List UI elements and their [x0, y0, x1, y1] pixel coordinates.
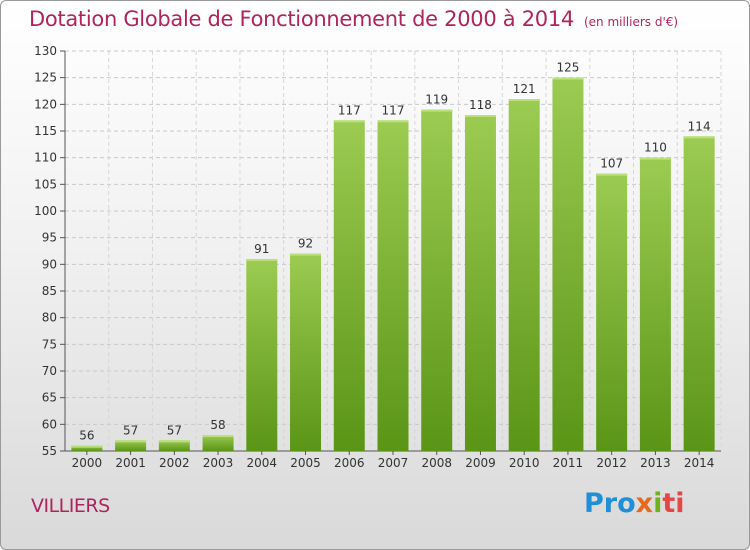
commune-name: VILLIERS	[31, 495, 110, 517]
x-tick-label: 2002	[159, 456, 190, 470]
x-tick-label: 2013	[640, 456, 671, 470]
y-tick-label: 130	[34, 44, 57, 58]
data-label: 58	[210, 418, 225, 432]
y-tick-label: 115	[34, 124, 57, 138]
bar-highlight	[246, 259, 278, 261]
x-tick-label: 2014	[684, 456, 715, 470]
data-label: 119	[425, 93, 448, 107]
x-tick-label: 2006	[334, 456, 365, 470]
data-label: 110	[644, 141, 667, 155]
x-tick-label: 2008	[421, 456, 452, 470]
bar-highlight	[683, 136, 715, 139]
y-tick-label: 65	[42, 391, 57, 405]
chart-title-text: Dotation Globale de Fonctionnement de 20…	[29, 7, 574, 31]
data-label: 56	[79, 429, 94, 443]
bars	[71, 77, 715, 452]
x-tick-label: 2004	[247, 456, 278, 470]
data-label: 57	[167, 423, 182, 437]
x-tick-label: 2012	[596, 456, 627, 470]
bar-highlight	[71, 445, 103, 448]
bar	[464, 115, 496, 451]
bar	[596, 173, 628, 451]
bar	[683, 136, 715, 452]
proxiti-logo: Proxiti	[584, 488, 685, 519]
y-tick-label: 80	[42, 311, 57, 325]
bar-highlight	[333, 120, 365, 123]
logo-part-3: i	[653, 488, 663, 519]
bar-highlight	[508, 99, 540, 101]
x-tick-label: 2005	[290, 456, 321, 470]
bar	[71, 445, 103, 451]
bar	[290, 253, 322, 451]
bar	[639, 157, 671, 451]
data-label: 92	[298, 237, 313, 251]
y-tick-label: 100	[34, 204, 57, 218]
y-tick-label: 95	[42, 231, 57, 245]
chart-subtitle: (en milliers d'€)	[583, 15, 679, 29]
bar-highlight	[115, 440, 147, 443]
data-label: 117	[338, 103, 361, 117]
bar-highlight	[421, 109, 453, 112]
y-tick-label: 120	[34, 97, 57, 111]
x-tick-label: 2011	[553, 456, 584, 470]
x-tick-label: 2009	[465, 456, 496, 470]
bar	[246, 259, 278, 451]
logo-part-2: x	[635, 488, 654, 519]
chart-title: Dotation Globale de Fonctionnement de 20…	[29, 7, 678, 31]
data-label: 91	[254, 242, 269, 256]
bar	[377, 120, 409, 451]
bar-highlight	[464, 115, 496, 117]
y-tick-label: 85	[42, 284, 57, 298]
bar	[115, 440, 147, 451]
data-label: 121	[513, 82, 536, 96]
y-tick-label: 60	[42, 417, 57, 431]
data-label: 57	[123, 423, 138, 437]
y-tick-label: 55	[42, 444, 57, 458]
bar	[552, 77, 584, 452]
y-tick-label: 70	[42, 364, 57, 378]
bar-highlight	[377, 120, 409, 123]
bar-highlight	[290, 253, 322, 256]
bar-highlight	[202, 435, 234, 437]
x-tick-label: 2010	[509, 456, 540, 470]
data-label: 118	[469, 98, 492, 112]
labels: 56 2000 57 2001 57 2002 58 2003 91 2004 92 2005 117 2…	[72, 61, 715, 470]
x-tick-label: 2001	[115, 456, 146, 470]
bar-highlight	[552, 77, 584, 80]
y-tick-label: 110	[34, 151, 57, 165]
y-tick-label: 125	[34, 71, 57, 85]
bar	[421, 109, 453, 452]
logo-part-4: ti	[662, 488, 685, 519]
data-label: 125	[556, 61, 579, 75]
y-tick-label: 105	[34, 177, 57, 191]
bar	[158, 440, 190, 451]
x-tick-label: 2000	[72, 456, 103, 470]
bar-highlight	[639, 157, 671, 160]
logo-part-1: Pro	[584, 488, 636, 519]
bar-highlight	[596, 173, 628, 176]
y-tick-label: 75	[42, 337, 57, 351]
bar	[508, 99, 540, 451]
data-label: 117	[382, 103, 405, 117]
x-tick-label: 2003	[203, 456, 234, 470]
bar-highlight	[158, 440, 190, 443]
data-label: 114	[688, 119, 711, 133]
y-tick-label: 90	[42, 257, 57, 271]
data-label: 107	[600, 157, 623, 171]
bar	[202, 435, 234, 451]
x-tick-label: 2007	[378, 456, 409, 470]
bar	[333, 120, 365, 451]
